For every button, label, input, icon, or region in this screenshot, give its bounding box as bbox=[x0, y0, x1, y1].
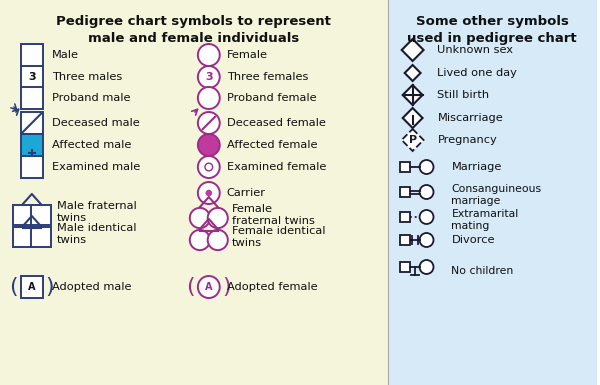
Bar bbox=[21, 156, 43, 178]
Circle shape bbox=[198, 156, 220, 178]
Circle shape bbox=[198, 134, 220, 156]
Text: Three females: Three females bbox=[227, 72, 308, 82]
Bar bbox=[13, 205, 33, 225]
Circle shape bbox=[198, 87, 220, 109]
Bar bbox=[400, 187, 410, 197]
Polygon shape bbox=[0, 0, 388, 385]
Text: Adopted female: Adopted female bbox=[227, 282, 317, 292]
Polygon shape bbox=[401, 39, 424, 61]
Text: Three males: Three males bbox=[52, 72, 122, 82]
Text: P: P bbox=[409, 135, 416, 145]
Text: No children: No children bbox=[451, 266, 514, 276]
Bar bbox=[13, 227, 33, 247]
Text: Lived one day: Lived one day bbox=[437, 68, 517, 78]
Text: A: A bbox=[28, 282, 35, 292]
Circle shape bbox=[419, 160, 434, 174]
Circle shape bbox=[198, 44, 220, 66]
Text: 3: 3 bbox=[205, 72, 212, 82]
Bar bbox=[31, 205, 50, 225]
Circle shape bbox=[208, 230, 228, 250]
Text: Still birth: Still birth bbox=[437, 90, 490, 100]
Text: Female
fraternal twins: Female fraternal twins bbox=[232, 204, 314, 226]
Text: Male fraternal
twins: Male fraternal twins bbox=[56, 201, 136, 223]
Circle shape bbox=[190, 208, 210, 228]
Text: Divorce: Divorce bbox=[451, 235, 495, 245]
Text: Miscarriage: Miscarriage bbox=[437, 113, 503, 123]
Polygon shape bbox=[388, 0, 596, 385]
Text: A: A bbox=[205, 282, 212, 292]
Text: Carrier: Carrier bbox=[227, 188, 266, 198]
Bar bbox=[31, 227, 50, 247]
Text: Proband female: Proband female bbox=[227, 93, 316, 103]
Polygon shape bbox=[403, 108, 422, 128]
Bar bbox=[400, 212, 410, 222]
Text: Deceased male: Deceased male bbox=[52, 118, 139, 128]
Text: (: ( bbox=[9, 277, 18, 297]
Circle shape bbox=[198, 66, 220, 88]
Text: Extramarital
mating: Extramarital mating bbox=[451, 209, 518, 231]
Bar bbox=[21, 44, 43, 66]
Circle shape bbox=[419, 185, 434, 199]
Text: Female identical
twins: Female identical twins bbox=[232, 226, 325, 248]
Polygon shape bbox=[404, 65, 421, 81]
Polygon shape bbox=[403, 85, 422, 105]
Circle shape bbox=[198, 182, 220, 204]
Circle shape bbox=[419, 260, 434, 274]
Bar bbox=[400, 235, 410, 245]
Text: Affected female: Affected female bbox=[227, 140, 317, 150]
Text: ): ) bbox=[46, 277, 55, 297]
Circle shape bbox=[205, 163, 212, 171]
Text: Some other symbols
used in pedigree chart: Some other symbols used in pedigree char… bbox=[407, 15, 577, 45]
Bar bbox=[21, 276, 43, 298]
Text: ): ) bbox=[223, 277, 232, 297]
Bar bbox=[400, 162, 410, 172]
Text: (: ( bbox=[186, 277, 195, 297]
Text: Proband male: Proband male bbox=[52, 93, 130, 103]
Text: Male: Male bbox=[52, 50, 79, 60]
Text: 3: 3 bbox=[28, 72, 35, 82]
Circle shape bbox=[198, 276, 220, 298]
Text: Consanguineous
marriage: Consanguineous marriage bbox=[451, 184, 542, 206]
Bar bbox=[400, 262, 410, 272]
Text: Marriage: Marriage bbox=[451, 162, 502, 172]
Bar bbox=[21, 134, 43, 156]
Text: Female: Female bbox=[227, 50, 268, 60]
Text: Unknown sex: Unknown sex bbox=[437, 45, 514, 55]
Text: Pedigree chart symbols to represent
male and female individuals: Pedigree chart symbols to represent male… bbox=[56, 15, 331, 45]
Circle shape bbox=[419, 210, 434, 224]
Text: Examined male: Examined male bbox=[52, 162, 140, 172]
Bar bbox=[21, 87, 43, 109]
Text: Examined female: Examined female bbox=[227, 162, 326, 172]
Text: Affected male: Affected male bbox=[52, 140, 131, 150]
Circle shape bbox=[208, 208, 228, 228]
Text: Adopted male: Adopted male bbox=[52, 282, 131, 292]
Circle shape bbox=[206, 190, 212, 196]
Polygon shape bbox=[401, 129, 424, 151]
Bar bbox=[21, 66, 43, 88]
Bar bbox=[21, 112, 43, 134]
Text: Deceased female: Deceased female bbox=[227, 118, 326, 128]
Circle shape bbox=[190, 230, 210, 250]
Text: Pregnancy: Pregnancy bbox=[437, 135, 497, 145]
Circle shape bbox=[198, 112, 220, 134]
Circle shape bbox=[419, 233, 434, 247]
Text: Male identical
twins: Male identical twins bbox=[56, 223, 136, 245]
